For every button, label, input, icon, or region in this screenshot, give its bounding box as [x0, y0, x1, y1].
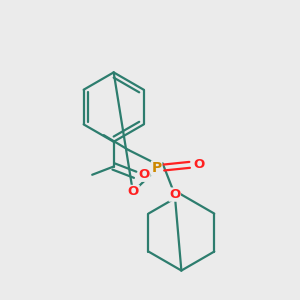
Text: O: O	[193, 158, 205, 171]
Text: P: P	[152, 161, 162, 175]
Text: O: O	[169, 188, 180, 201]
Text: O: O	[128, 185, 139, 198]
Text: O: O	[139, 168, 150, 181]
